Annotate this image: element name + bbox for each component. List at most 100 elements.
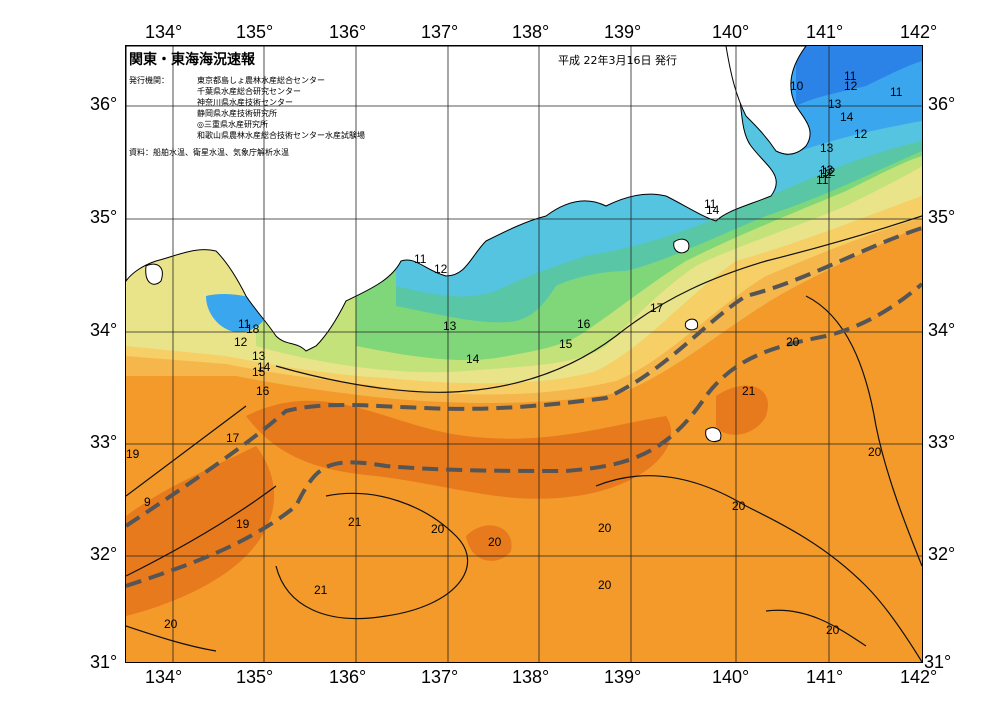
contour-value-label: 19: [236, 517, 250, 531]
sst-21-area-central: [466, 525, 512, 561]
map-info-box: 関東・東海海況速報 発行機関： 東京都島しょ農林水産総合センター 千葉県水産総合…: [129, 49, 365, 158]
lon-label-top: 142°: [900, 22, 938, 42]
contour-value-label: 12: [818, 167, 832, 181]
contour-value-label: 15: [252, 365, 266, 379]
lat-label-right: 33°: [928, 432, 956, 452]
contour-value-label: 14: [257, 360, 271, 374]
contour-value-label: 15: [559, 337, 573, 351]
contour-value-label: 20: [786, 335, 800, 349]
land-miyake: [684, 318, 699, 331]
contour-value-label: 12: [854, 127, 868, 141]
contour-value-label: 11: [816, 173, 829, 187]
land-hachijo: [705, 427, 722, 443]
lon-label-bottom: 136°: [329, 667, 367, 687]
issuer-row: 発行機関： 東京都島しょ農林水産総合センター 千葉県水産総合研究センター 神奈川…: [129, 75, 365, 141]
issuer-item: 静岡県水産技術研究所: [197, 109, 277, 118]
contour-value-label: 13: [443, 319, 457, 333]
contour-value-label: 14: [466, 352, 480, 366]
graticule: [126, 46, 922, 662]
kuroshio-axis: [126, 226, 922, 588]
contour-value-label: 20: [868, 445, 882, 459]
contour-value-label: 11: [890, 85, 903, 99]
lon-label-bottom: 141°: [806, 667, 844, 687]
contour-value-label: 12: [844, 79, 858, 93]
land-boso-peninsula: [725, 46, 811, 155]
contour-value-label: 20: [488, 535, 502, 549]
lon-label-top: 134°: [145, 22, 183, 42]
lat-label-right: 35°: [928, 207, 956, 227]
contour-value-label: 12: [434, 262, 448, 276]
lat-label-left: 34°: [90, 320, 118, 340]
contour-value-label: 20: [598, 521, 612, 535]
lat-label-left: 35°: [90, 207, 118, 227]
issuer-label: 発行機関：: [129, 76, 169, 85]
contour-value-label: 20: [826, 623, 840, 637]
contour-value-label: 13: [252, 349, 266, 363]
contour-value-label: 16: [577, 317, 591, 331]
contour-value-label: 20: [732, 499, 746, 513]
contour-value-label: 10: [790, 79, 804, 93]
contour-value-label: 12: [234, 335, 248, 349]
lon-label-bottom: 134°: [145, 667, 183, 687]
contour-value-label: 19: [126, 447, 140, 461]
sst-21-area-band: [246, 400, 672, 499]
contour-value-label: 14: [706, 203, 720, 217]
land-awaji: [145, 263, 163, 285]
lat-label-left: 32°: [90, 544, 118, 564]
contour-value-label: 17: [226, 431, 240, 445]
lon-label-top: 141°: [806, 22, 844, 42]
lon-label-bottom: 137°: [421, 667, 459, 687]
lon-label-top: 138°: [512, 22, 550, 42]
contour-value-label: 11: [414, 252, 427, 266]
issuer-item: 東京都島しょ農林水産総合センター: [197, 76, 325, 85]
contour-value-label: 21: [348, 515, 362, 529]
data-sources: 資料：船舶水温、衛星水温、気象庁解析水温: [129, 148, 289, 157]
lon-label-top: 140°: [712, 22, 750, 42]
contour-value-label: 14: [840, 110, 854, 124]
contour-value-label: 21: [742, 384, 756, 398]
contour-value-label: 18: [246, 322, 260, 336]
lon-label-bottom: 140°: [712, 667, 750, 687]
issuer-item: 和歌山県農林水産総合技術センター水産試験場: [197, 131, 365, 140]
lon-label-bottom: 138°: [512, 667, 550, 687]
lat-label-right: 32°: [928, 544, 956, 564]
contour-value-label: 20: [431, 522, 445, 536]
issuer-item: 神奈川県水産技術センター: [197, 98, 293, 107]
issue-date: 平成 22年3月16日 発行: [558, 54, 677, 67]
lat-label-left: 31°: [90, 652, 118, 672]
sea-temperature-map: 10 11 12 13 14 11 12 13 12 11 12 13 14 11 11 12 13 14 15 16…: [125, 45, 923, 663]
land-honshu: [126, 46, 777, 352]
lon-label-top: 137°: [421, 22, 459, 42]
land-izu-oshima: [673, 238, 690, 254]
contour-value-label: 11: [844, 69, 857, 83]
contour-value-label: 13: [820, 141, 834, 155]
issuer-list: 東京都島しょ農林水産総合センター 千葉県水産総合研究センター 神奈川県水産技術セ…: [197, 75, 365, 141]
contour-value-label: 11: [238, 317, 251, 331]
lat-label-left: 36°: [90, 94, 118, 114]
sst-map-svg: 1011121314111213121112131411111213141516…: [126, 46, 922, 662]
lon-label-bottom: 139°: [604, 667, 642, 687]
lon-label-bottom: 142°: [900, 667, 938, 687]
contour-value-label: 20: [164, 617, 178, 631]
contour-value-label: 17: [650, 301, 664, 315]
lat-label-right: 34°: [928, 320, 956, 340]
issuer-item: ◎三重県水産研究所: [197, 120, 268, 129]
lon-label-bottom: 135°: [236, 667, 274, 687]
contour-value-label: 21: [314, 583, 328, 597]
contour-labels: 1011121314111213121112131411111213141516…: [126, 69, 903, 637]
sst-11-area: [796, 46, 922, 106]
lat-label-right: 31°: [924, 652, 952, 672]
contour-value-label: 16: [256, 384, 270, 398]
sst-21-area-east: [716, 385, 768, 435]
lon-label-top: 139°: [604, 22, 642, 42]
lat-label-right: 36°: [928, 94, 956, 114]
contour-value-label: 12: [822, 165, 836, 179]
lon-label-top: 136°: [329, 22, 367, 42]
lon-label-top: 135°: [236, 22, 274, 42]
issuer-item: 千葉県水産総合研究センター: [197, 87, 301, 96]
contour-value-label: 20: [598, 578, 612, 592]
isotherms: [126, 215, 922, 662]
contour-value-label: 13: [820, 163, 834, 177]
contour-value-label: 9: [144, 495, 151, 509]
lat-label-left: 33°: [90, 432, 118, 452]
